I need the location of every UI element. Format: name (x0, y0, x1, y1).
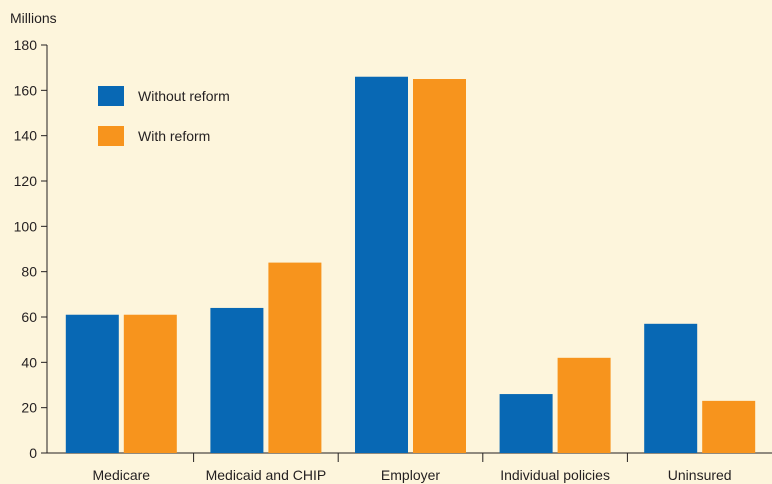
bar (210, 307, 264, 453)
y-tick-label: 80 (21, 264, 37, 280)
y-tick-label: 180 (14, 37, 38, 53)
y-axis-label: Millions (10, 10, 57, 26)
x-tick-label: Individual policies (500, 467, 610, 483)
legend-swatch (98, 86, 124, 106)
bar (268, 262, 322, 453)
y-tick-label: 0 (29, 445, 37, 461)
bars (65, 76, 756, 453)
x-tick-label: Medicare (93, 467, 151, 483)
bar (644, 323, 698, 453)
bar (499, 394, 553, 453)
y-tick-label: 100 (14, 218, 38, 234)
legend: Without reform With reform (98, 86, 230, 146)
x-tick-label: Employer (381, 467, 440, 483)
x-axis: Medicare Medicaid and CHIP Employer Individ… (47, 452, 772, 483)
y-tick-label: 20 (21, 400, 37, 416)
bar (702, 400, 756, 453)
x-tick-label: Medicaid and CHIP (206, 467, 327, 483)
y-tick-label: 60 (21, 309, 37, 325)
bar (557, 357, 611, 453)
x-tick-label: Uninsured (668, 467, 732, 483)
y-axis: 0 20 40 60 80 100 120 140 160 180 (14, 37, 48, 461)
legend-swatch (98, 126, 124, 146)
y-tick-label: 140 (14, 128, 38, 144)
bar (413, 79, 466, 453)
y-tick-label: 40 (21, 354, 37, 370)
legend-label: With reform (138, 128, 210, 144)
bar (65, 314, 119, 453)
bar (123, 314, 177, 453)
bar (355, 76, 408, 453)
legend-label: Without reform (138, 88, 230, 104)
y-tick-label: 120 (14, 173, 38, 189)
y-tick-label: 160 (14, 82, 38, 98)
